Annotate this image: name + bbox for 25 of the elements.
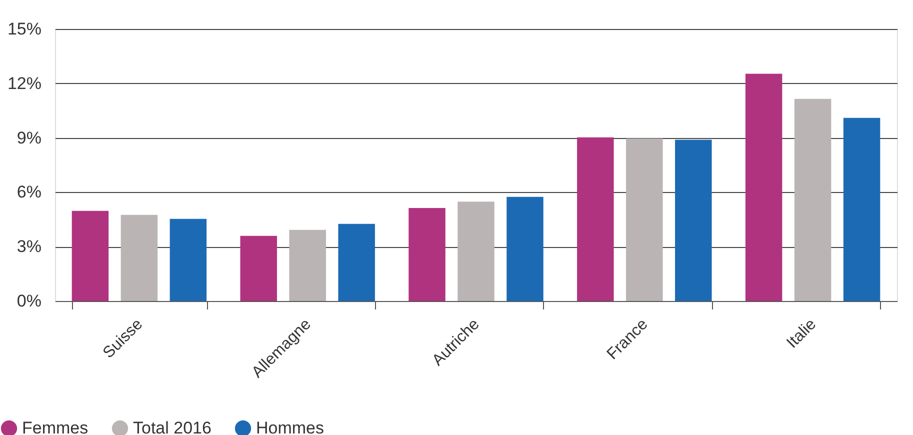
bar [289,230,326,301]
legend-label: Total 2016 [133,418,212,435]
y-tick-label: 12% [7,74,42,93]
legend-label: Hommes [256,418,324,435]
bar [745,74,782,301]
bar [120,214,158,301]
y-tick-label: 0% [16,292,42,310]
bar [170,218,207,301]
y-tick-label: 15% [7,20,42,38]
bar [240,236,277,301]
bar [72,210,109,301]
x-tick-label: Italie [784,316,820,352]
y-tick-label: 6% [16,182,42,202]
y-tick-label: 9% [16,128,42,148]
bar [458,202,494,301]
y-tick-label: 3% [16,237,42,256]
bar [506,196,544,301]
bar [794,98,832,301]
bar [577,137,614,301]
bar [408,208,446,301]
bar [843,118,880,301]
bar [338,224,375,301]
bar [675,140,712,301]
bar [626,138,663,301]
legend-label: Femmes [22,418,88,435]
